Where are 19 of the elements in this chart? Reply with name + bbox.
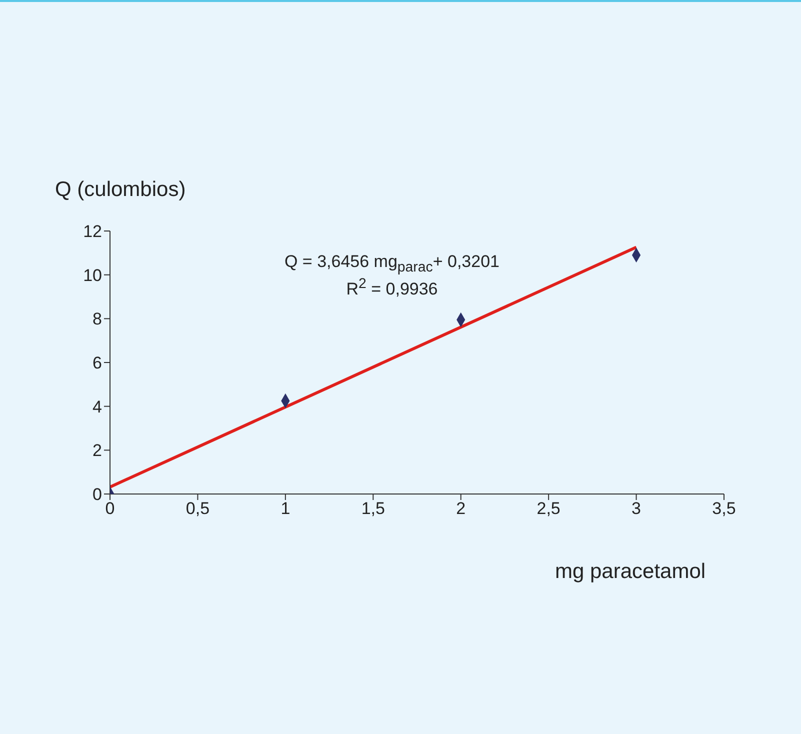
y-tick-label: 6 (92, 354, 102, 373)
x-tick-label: 2,5 (536, 499, 560, 518)
x-axis-title: mg paracetamol (555, 560, 706, 584)
annotation: Q = 3,6456 mg$_{parac}$+ 0,3201 (283, 252, 500, 276)
x-tick-label: 0 (105, 499, 115, 518)
x-tick-label: 0,5 (186, 499, 210, 518)
y-axis-title: Q (culombios) (55, 178, 186, 202)
y-tick-label: 8 (92, 310, 102, 329)
y-tick-label: 10 (83, 266, 102, 285)
x-tick-label: 1,5 (361, 499, 385, 518)
x-tick-label: 3,5 (712, 499, 736, 518)
x-tick-label: 3 (632, 499, 642, 518)
annotation: R$^{2}$ = 0,9936 (345, 276, 439, 300)
y-tick-label: 0 (92, 485, 102, 504)
x-tick-label: 1 (280, 499, 290, 518)
y-tick-label: 4 (92, 397, 102, 416)
x-tick-label: 2 (456, 499, 466, 518)
y-tick-label: 2 (92, 441, 102, 460)
y-tick-label: 12 (83, 222, 102, 242)
